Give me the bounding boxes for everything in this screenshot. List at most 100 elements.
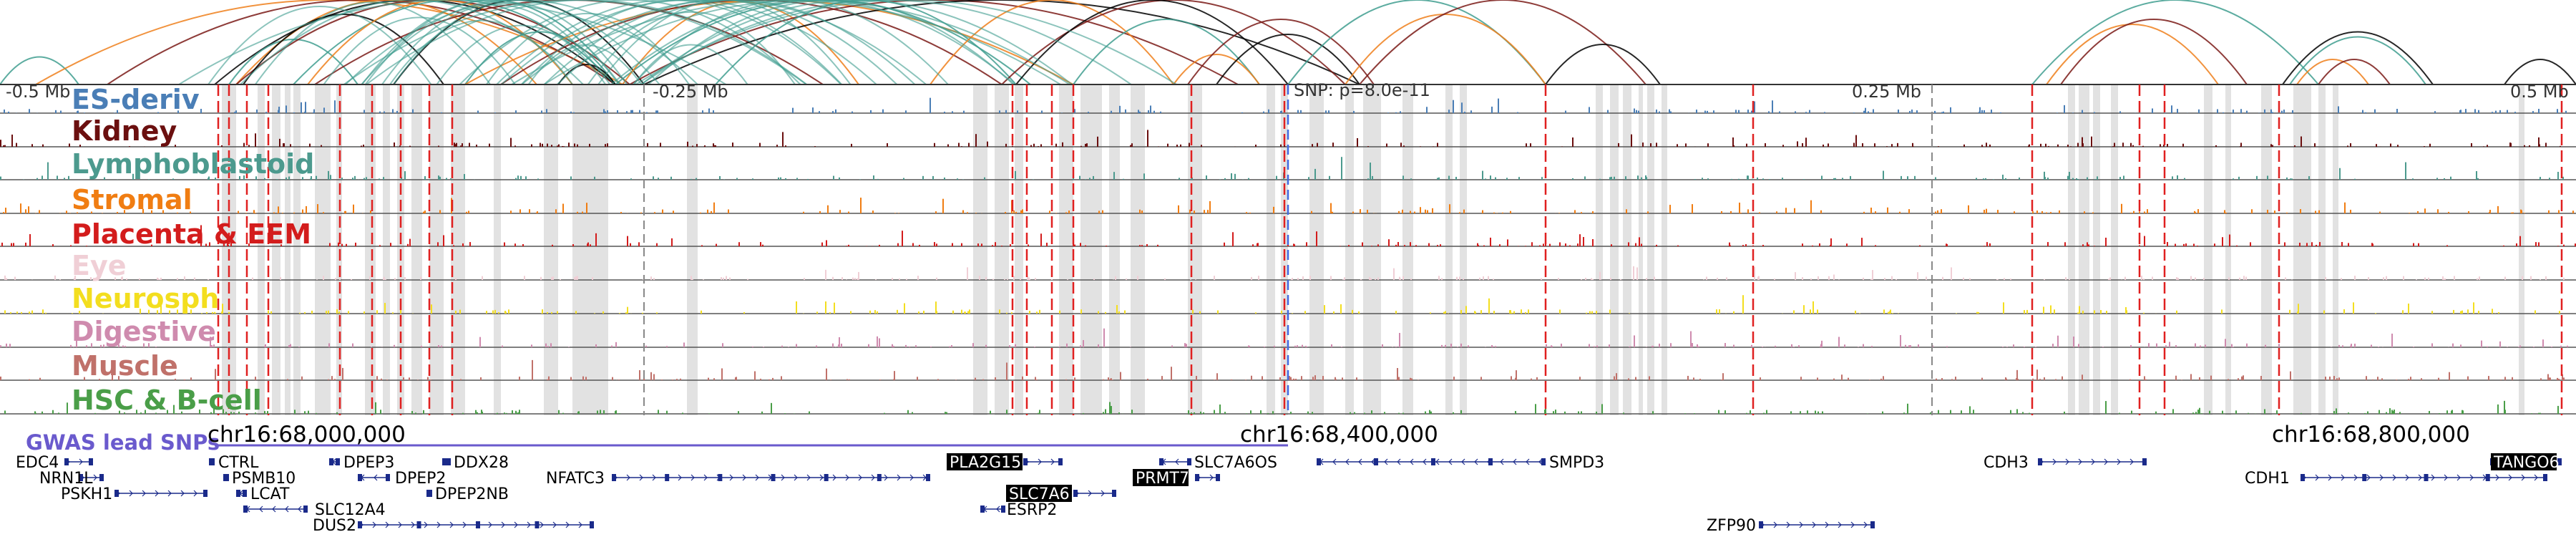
signal-peak <box>163 146 165 147</box>
interaction-arc <box>393 1 628 85</box>
strand-arrow <box>626 474 630 481</box>
exon <box>2142 458 2147 465</box>
signal-peak <box>1340 304 1342 314</box>
signal-peak <box>1511 312 1513 314</box>
signal-peak <box>2079 306 2080 314</box>
signal-peak <box>2062 376 2063 380</box>
signal-peak <box>2192 412 2194 414</box>
signal-peak <box>2142 145 2144 147</box>
signal-peak <box>958 142 960 147</box>
signal-peak <box>498 311 499 314</box>
track-label-muscle: Muscle <box>72 350 178 382</box>
strand-arrow <box>909 474 914 481</box>
signal-peak <box>1916 110 1918 113</box>
signal-peak <box>1273 206 1274 213</box>
signal-peak <box>1601 404 1603 414</box>
signal-peak <box>227 238 228 246</box>
signal-peak <box>1086 143 1088 147</box>
signal-peak <box>646 112 648 113</box>
signal-peak <box>169 310 170 314</box>
signal-peak <box>1344 277 1345 280</box>
signal-peak <box>2283 110 2285 113</box>
signal-peak <box>1455 177 1457 180</box>
signal-peak <box>99 379 100 380</box>
signal-peak <box>2205 344 2206 347</box>
signal-peak <box>826 368 827 380</box>
signal-peak <box>2267 209 2268 213</box>
signal-peak <box>2434 111 2436 113</box>
signal-peak <box>2548 210 2550 213</box>
signal-peak <box>2215 145 2217 147</box>
signal-peak <box>1022 209 1023 213</box>
signal-peak <box>969 309 970 314</box>
signal-peak <box>1596 311 1597 314</box>
signal-peak <box>877 336 878 347</box>
signal-peak <box>210 412 212 414</box>
signal-peak <box>1886 146 1888 147</box>
interaction-arc <box>1345 14 1546 85</box>
signal-peak <box>255 133 256 147</box>
signal-peak <box>2105 401 2107 414</box>
signal-peak <box>682 412 683 414</box>
signal-peak <box>726 276 727 280</box>
signal-peak <box>1272 411 1274 414</box>
signal-peak <box>1404 245 1405 246</box>
track-label-placenta-eem: Placenta & EEM <box>72 218 311 250</box>
exon <box>718 474 723 481</box>
exon <box>1187 458 1191 465</box>
highlight-band <box>2204 84 2212 415</box>
signal-peak <box>1828 276 1830 280</box>
signal-peak <box>1795 111 1796 113</box>
highlight-band <box>1639 84 1643 415</box>
signal-peak <box>1802 243 1803 246</box>
signal-peak <box>1360 279 1362 280</box>
signal-peak <box>25 209 26 213</box>
signal-peak <box>2462 310 2463 314</box>
signal-peak <box>2052 344 2054 347</box>
signal-peak <box>2156 343 2157 347</box>
signal-peak <box>173 405 175 414</box>
signal-peak <box>506 412 507 414</box>
signal-peak <box>2489 210 2491 213</box>
signal-peak <box>2171 105 2172 113</box>
signal-peak <box>2510 142 2512 147</box>
signal-peak <box>2504 276 2506 280</box>
signal-peak <box>348 311 349 314</box>
highlight-band <box>451 84 465 415</box>
signal-peak <box>504 412 505 414</box>
highlight-band <box>995 84 1009 415</box>
signal-peak <box>1066 343 1068 347</box>
signal-peak <box>1028 277 1030 280</box>
signal-peak <box>2182 143 2184 147</box>
gene-label: DUS2 <box>313 517 356 535</box>
signal-peak <box>772 377 774 380</box>
signal-peak <box>184 276 185 280</box>
signal-peak <box>1818 276 1819 280</box>
signal-peak <box>1707 178 1709 180</box>
strand-arrow <box>527 521 531 528</box>
interaction-arc <box>254 1 491 85</box>
signal-peak <box>841 343 842 347</box>
track-labels: ES-deriv Kidney Lymphoblastoid Stromal P… <box>72 84 314 416</box>
signal-peak <box>1449 211 1450 213</box>
signal-peak <box>423 410 424 414</box>
strand-arrow <box>832 474 836 481</box>
signal-peak <box>1917 272 1918 280</box>
signal-peak <box>2251 209 2253 213</box>
signal-peak <box>1139 209 1141 213</box>
signal-peak <box>1367 209 1368 213</box>
signal-peak <box>1863 277 1864 280</box>
signal-peak <box>2483 146 2484 147</box>
signal-peak <box>2176 277 2177 280</box>
signal-peak <box>551 276 552 280</box>
strand-arrow <box>398 521 402 528</box>
signal-peak <box>264 411 265 414</box>
signal-peak <box>346 243 347 246</box>
signal-peak <box>1398 412 1400 414</box>
signal-peak <box>1863 211 1865 213</box>
signal-peak <box>2094 112 2095 113</box>
signal-peak <box>2281 110 2283 113</box>
signal-peak <box>1118 412 1120 414</box>
signal-peak <box>1936 378 1937 380</box>
signal-peak <box>2106 311 2107 314</box>
